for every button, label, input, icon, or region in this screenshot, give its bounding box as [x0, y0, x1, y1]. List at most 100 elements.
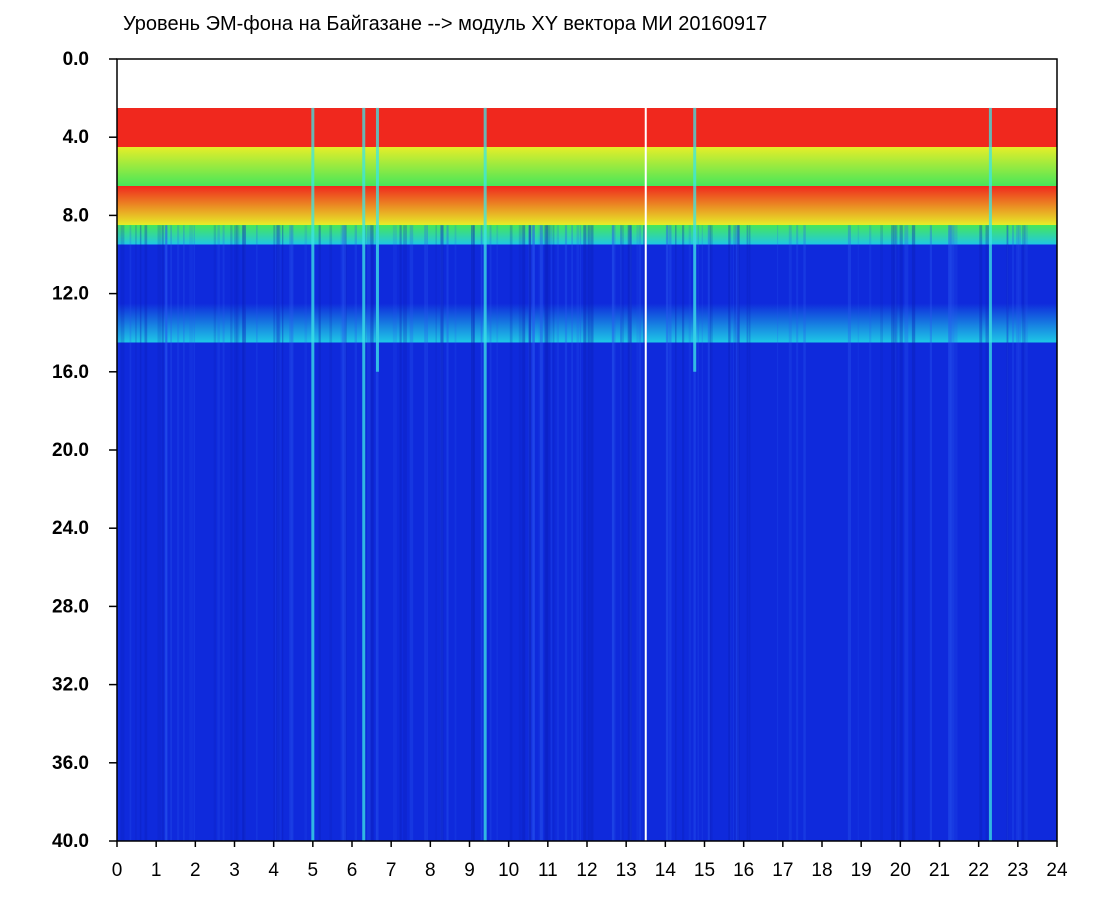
x-tick-label: 14 — [655, 860, 677, 881]
heatmap-streak — [538, 225, 543, 841]
heatmap-streak — [244, 225, 247, 841]
heatmap-streak — [707, 225, 710, 841]
x-tick-label: 12 — [576, 860, 597, 881]
x-tick-label: 19 — [851, 860, 872, 881]
heatmap-streak — [709, 225, 712, 841]
x-tick-label: 7 — [386, 860, 397, 881]
heatmap-streak — [375, 225, 378, 841]
heatmap-streak — [666, 225, 670, 841]
x-tick-label: 10 — [498, 860, 519, 881]
heatmap-streak — [590, 225, 594, 841]
heatmap-streak — [273, 225, 275, 841]
heatmap-streak — [528, 225, 532, 841]
heatmap-streak — [857, 225, 860, 841]
heatmap-streak — [710, 225, 713, 841]
heatmap-streak — [880, 225, 883, 841]
heatmap-streak — [289, 225, 293, 841]
heatmap-streak — [440, 225, 444, 841]
heatmap-streak — [366, 225, 371, 841]
x-tick-label: 13 — [616, 860, 637, 881]
y-tick-label: 12.0 — [52, 284, 89, 305]
heatmap-streak — [454, 225, 457, 841]
heatmap-streak — [620, 225, 624, 841]
y-tick-label: 0.0 — [63, 49, 89, 70]
heatmap-streak — [354, 225, 357, 841]
heatmap-streak — [329, 225, 333, 841]
heatmap-streak — [177, 225, 180, 841]
heatmap-streak — [230, 225, 233, 841]
chart-title: Уровень ЭМ-фона на Байгазане --> модуль … — [123, 13, 767, 35]
heatmap-streak — [276, 225, 281, 841]
y-tick-label: 36.0 — [52, 753, 89, 774]
heatmap-streak — [340, 225, 345, 841]
heatmap-streak — [213, 225, 217, 841]
heatmap-streak — [734, 225, 736, 841]
heatmap-streak — [532, 225, 535, 841]
heatmap-streak — [544, 225, 549, 841]
heatmap-streak — [217, 225, 220, 841]
heatmap-streak — [544, 225, 548, 841]
heatmap-streak — [183, 225, 185, 841]
heatmap-streak — [135, 225, 137, 841]
heatmap-streak — [552, 225, 555, 841]
heatmap-streak — [236, 225, 240, 841]
heatmap-streak — [440, 225, 444, 841]
heatmap-streak — [796, 225, 799, 841]
x-tick-label: 21 — [929, 860, 950, 881]
heatmap-streak — [979, 225, 983, 841]
heatmap-streak — [620, 225, 622, 841]
heatmap-streak — [234, 225, 238, 841]
heatmap-streak — [275, 225, 277, 841]
heatmap-streak — [1018, 225, 1021, 841]
heatmap-streak — [161, 225, 164, 841]
x-tick-label: 9 — [464, 860, 475, 881]
heatmap-streak — [409, 225, 414, 841]
heatmap-streak — [129, 225, 132, 841]
y-tick-label: 32.0 — [52, 675, 89, 696]
heatmap-streak — [518, 225, 522, 841]
heatmap-streak — [669, 225, 672, 841]
x-tick-label: 23 — [1007, 860, 1028, 881]
heatmap-vertical-lines — [311, 107, 992, 841]
heatmap-streak — [682, 225, 685, 841]
heatmap-streak — [929, 225, 932, 841]
heatmap-streak — [869, 225, 872, 841]
heatmap-streak — [985, 225, 990, 841]
heatmap-streak — [748, 225, 751, 841]
heatmap-streak — [571, 225, 573, 841]
heatmap-streak — [1016, 225, 1019, 841]
heatmap-streak — [1022, 225, 1026, 841]
heatmap-streak — [318, 225, 321, 841]
x-tick-label: 11 — [538, 860, 558, 881]
y-tick-label: 8.0 — [63, 205, 89, 226]
heatmap-streak — [1024, 225, 1028, 841]
x-tick-label: 20 — [890, 860, 911, 881]
heatmap-streak — [282, 225, 284, 841]
heatmap-streak — [893, 225, 898, 841]
heatmap-streak — [675, 225, 677, 841]
heatmap-streak — [629, 225, 632, 841]
heatmap-streaks — [117, 225, 1028, 841]
heatmap-streak — [643, 225, 645, 841]
heatmap-streak — [392, 225, 397, 841]
x-tick-label: 3 — [229, 860, 240, 881]
heatmap-streak — [522, 225, 526, 841]
heatmap-streak — [954, 225, 958, 841]
heatmap-streak — [803, 225, 806, 841]
heatmap-streak — [746, 225, 749, 841]
x-tick-label: 2 — [190, 860, 201, 881]
heatmap-streak — [399, 225, 402, 841]
heatmap-streak — [540, 225, 544, 841]
heatmap-streak — [496, 225, 499, 841]
x-tick-label: 24 — [1046, 860, 1068, 881]
heatmap-streak — [471, 225, 475, 841]
x-tick-label: 18 — [811, 860, 832, 881]
x-tick-label: 8 — [425, 860, 436, 881]
heatmap-streak — [276, 225, 280, 841]
heatmap-streak — [948, 225, 952, 841]
heatmap-streak — [638, 225, 642, 841]
heatmap-streak — [256, 225, 258, 841]
x-tick-label: 22 — [968, 860, 989, 881]
x-tick-label: 16 — [733, 860, 754, 881]
